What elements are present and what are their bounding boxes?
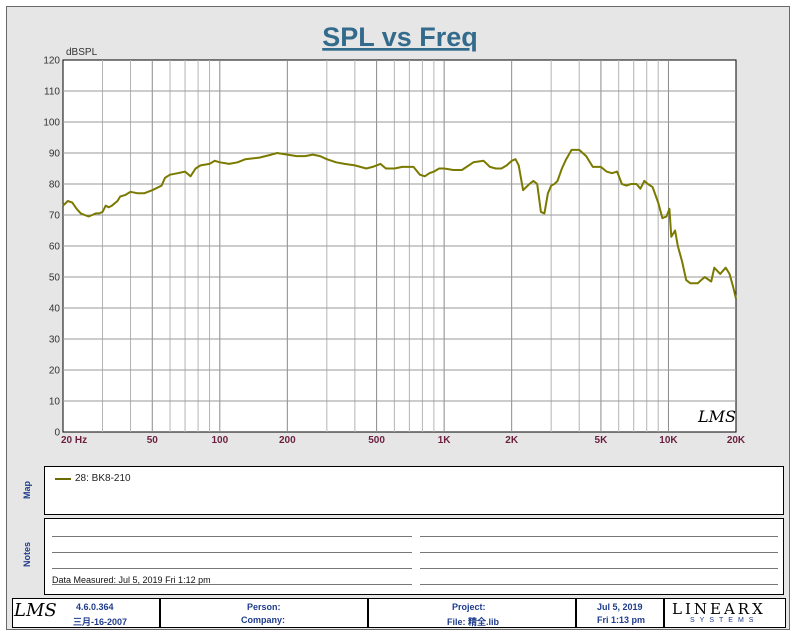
notes-label-panel: Notes [12,518,44,594]
lms-watermark: LMS [697,407,736,426]
y-tick-label: 120 [43,56,60,67]
person-label: Person: [247,602,281,612]
x-tick-label: 1K [438,435,452,446]
y-tick-label: 90 [49,149,61,160]
series-line [62,148,737,299]
legend-label: 28: BK8-210 [75,473,131,484]
footer-logo-cell [12,598,160,628]
footer-date-cell [576,598,664,628]
linearx-subtitle: SYSTEMS [690,617,759,624]
notes-panel [44,518,784,595]
y-tick-label: 110 [44,87,60,98]
note-line [52,536,412,537]
version-text: 4.6.0.364 [76,602,114,612]
project-label: Project: [452,602,486,612]
x-tick-label: 100 [211,435,228,446]
map-panel [44,466,784,515]
x-tick-label: 200 [279,435,296,446]
series-layer [62,148,737,299]
y-tick-label: 0 [54,428,60,439]
y-tick-label: 80 [49,180,61,191]
notes-label: Notes [22,542,32,568]
x-tick-label: 10K [659,435,678,446]
y-tick-label: 60 [49,242,61,253]
y-tick-label: 30 [49,335,61,346]
y-tick-labels: 0 10 20 30 40 50 60 70 80 90 100 110 120 [43,56,60,439]
y-tick-label: 20 [49,366,61,377]
note-line [52,552,412,553]
map-label: Map [22,481,32,499]
y-tick-label: 100 [43,118,60,129]
y-tick-label: 10 [49,397,61,408]
time-text: Fri 1:13 pm [597,615,646,625]
x-tick-label: 20 Hz [61,435,87,446]
linearx-logo: LINEARX [672,600,766,618]
y-tick-label: 40 [49,304,61,315]
x-tick-label: 5K [595,435,609,446]
y-tick-label: 70 [49,211,61,222]
grid [63,60,736,432]
data-measured-text: Data Measured: Jul 5, 2019 Fri 1:12 pm [52,575,211,585]
y-axis-label: dBSPL [66,47,98,58]
y-tick-label: 50 [49,273,61,284]
build-date-text: 三月-16-2007 [73,617,128,627]
x-tick-label: 2K [505,435,519,446]
x-tick-label: 50 [147,435,159,446]
map-label-panel: Map [12,467,44,515]
legend-swatch [55,477,71,480]
chart-title: SPL vs Freq [322,22,478,52]
footer-brand-cell [664,598,786,628]
file-label: File: 精全.lib [447,617,500,627]
note-line [420,536,778,537]
lms-logo: LMS [14,600,57,621]
date-text: Jul 5, 2019 [597,602,643,612]
x-tick-label: 20K [727,435,746,446]
legend-entry[interactable]: 28: BK8-210 [55,473,131,484]
x-tick-labels: 20 Hz 50 100 200 500 1K 2K 5K 10K 20K [61,435,746,446]
note-line [52,584,412,585]
footer-project-cell [368,598,576,628]
note-line [420,552,778,553]
note-line [420,568,778,569]
spl-chart: SPL vs Freq dBSPL 0 10 20 30 40 50 60 70 80 90 100… [43,22,746,446]
note-line [52,568,412,569]
x-tick-label: 500 [368,435,385,446]
company-label: Company: [241,615,286,625]
note-line [420,584,778,585]
footer-person-cell [160,598,368,628]
